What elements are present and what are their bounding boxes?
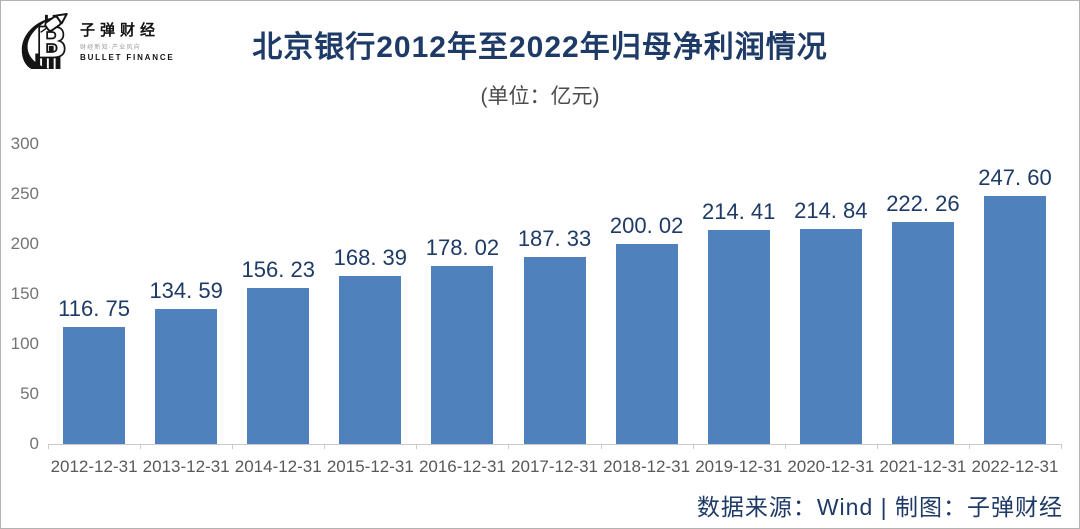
bar-slot: 168. 39 (324, 144, 416, 444)
axis-tick (232, 444, 234, 449)
bar-value-label: 134. 59 (149, 278, 223, 303)
x-axis-labels: 2012-12-31 2013-12-31 2014-12-31 2015-12-31… (48, 457, 1061, 477)
x-axis-label: 2020-12-31 (787, 457, 875, 476)
bar (155, 309, 218, 444)
bar-value-label: 168. 39 (333, 245, 408, 270)
logo-name-en: BULLET FINANCE (80, 52, 175, 62)
axis-tick (600, 444, 602, 449)
bar-value-label: 247. 60 (978, 165, 1052, 190)
y-axis-label: 100 (10, 334, 39, 353)
bar-value-label: 116. 75 (58, 296, 130, 321)
bar-slot: 247. 60 (969, 144, 1061, 444)
plot-area: 116. 75 134. 59 156. 23 168. 39 178. 02 187. … (48, 144, 1061, 445)
axis-tick (508, 444, 510, 449)
x-axis-label: 2018-12-31 (603, 457, 691, 476)
axis-tick (140, 444, 142, 449)
logo-text: 子弹财经 财经新知·产业风向 BULLET FINANCE (80, 19, 175, 62)
bar (983, 196, 1046, 444)
bar-value-label: 214. 84 (794, 198, 868, 223)
y-axis-label: 50 (20, 384, 39, 403)
bar-slot: 116. 75 (48, 144, 140, 444)
y-axis-label: 250 (10, 184, 39, 203)
x-axis-label: 2016-12-31 (418, 457, 506, 476)
y-axis-label: 150 (10, 284, 39, 303)
chart-title: 北京银行2012年至2022年归母净利润情况 (252, 31, 828, 64)
bar-slot: 156. 23 (232, 144, 324, 444)
axis-tick (324, 444, 326, 449)
axis-tick (784, 444, 786, 449)
bar (63, 327, 126, 444)
x-axis-label: 2012-12-31 (50, 457, 138, 476)
bar-value-label: 178. 02 (425, 235, 500, 260)
x-axis-label: 2013-12-31 (142, 457, 230, 476)
axis-tick (968, 444, 970, 449)
bar-value-label: 187. 33 (517, 226, 592, 251)
bar (247, 288, 310, 444)
bar-slot: 134. 59 (140, 144, 232, 444)
x-axis-label: 2015-12-31 (326, 457, 414, 476)
axis-tick (416, 444, 418, 449)
bar (523, 257, 586, 444)
source-credit: 数据来源：Wind | 制图：子弹财经 (696, 494, 1063, 520)
axis-tick (48, 444, 49, 449)
chart-unit-subtitle: (单位：亿元) (480, 85, 600, 108)
bar-value-label: 156. 23 (241, 257, 315, 282)
axis-tick (692, 444, 694, 449)
bar-value-label: 222. 26 (886, 191, 960, 216)
x-axis-label: 2014-12-31 (234, 457, 322, 476)
logo-name-cn: 子弹财经 (80, 21, 161, 39)
y-axis-label: 200 (10, 234, 39, 253)
bar (431, 266, 494, 444)
x-axis-label: 2021-12-31 (879, 457, 967, 476)
bar (615, 244, 678, 444)
bar-value-label: 200. 02 (609, 213, 684, 238)
bar-slot: 214. 41 (693, 144, 785, 444)
bar-slot: 178. 02 (416, 144, 508, 444)
bar (707, 230, 770, 444)
bar-slot: 187. 33 (508, 144, 600, 444)
bar-slot: 222. 26 (877, 144, 969, 444)
x-axis-label: 2019-12-31 (695, 457, 783, 476)
y-axis-label: 300 (10, 134, 39, 153)
bullet-finance-logo-icon: B (21, 13, 69, 69)
bar-slot: 200. 02 (601, 144, 693, 444)
y-axis-label: 0 (29, 434, 39, 453)
bar (891, 222, 954, 444)
bullet-finance-logo: B 子弹财经 财经新知·产业风向 BULLET FINANCE (15, 9, 175, 71)
bar (339, 276, 402, 444)
axis-tick (1061, 444, 1062, 449)
axis-tick (876, 444, 878, 449)
bar (799, 229, 862, 444)
bar-value-label: 214. 41 (702, 199, 776, 224)
x-axis-label: 2017-12-31 (511, 457, 598, 476)
logo-tagline: 财经新知·产业风向 (80, 44, 141, 51)
x-axis-label: 2022-12-31 (971, 457, 1059, 476)
bar-slot: 214. 84 (785, 144, 877, 444)
